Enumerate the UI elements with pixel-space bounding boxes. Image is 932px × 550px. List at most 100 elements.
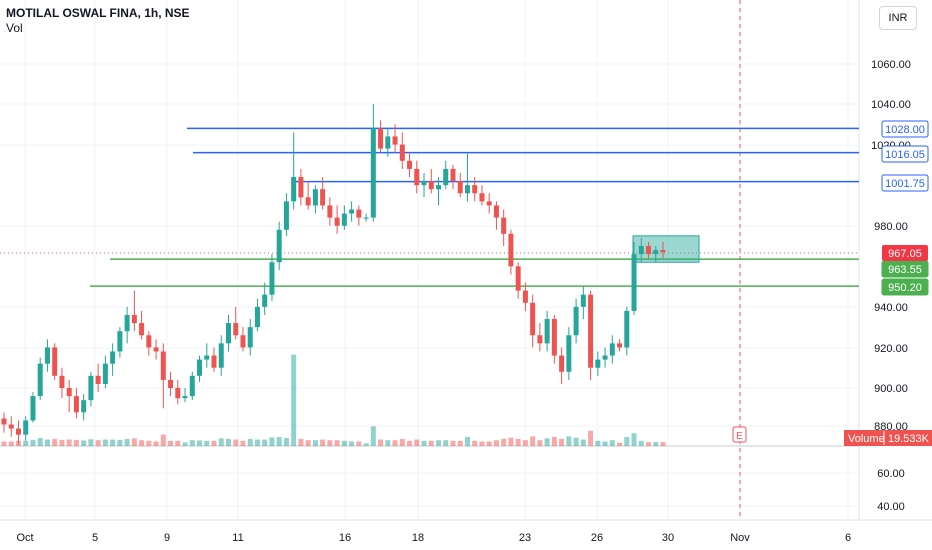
symbol-title[interactable]: MOTILAL OSWAL FINA, 1h, NSE: [6, 6, 190, 20]
volume-bar: [385, 440, 391, 446]
volume-bar: [204, 440, 210, 446]
candle-body: [298, 177, 304, 198]
candle-body: [617, 343, 623, 348]
candle-body: [457, 181, 463, 194]
time-axis-tick: 11: [232, 532, 243, 544]
price-axis-labels: 1060.001040.001020.00980.00940.00920.009…: [871, 59, 911, 513]
candle-body: [59, 375, 65, 388]
candle-body: [508, 233, 514, 267]
time-axis-tick: Nov: [730, 532, 750, 544]
volume-tag-name: Volume: [848, 433, 885, 445]
volume-bar: [168, 440, 174, 446]
volume-bar: [464, 437, 470, 446]
chart-legend: MOTILAL OSWAL FINA, 1h, NSE Vol: [6, 6, 190, 36]
time-axis-tick: 5: [92, 532, 98, 544]
candle-body: [15, 428, 21, 435]
price-tags: 1028.00 1016.05 1001.75 963.55 950.20 967.05: [881, 120, 929, 296]
candle-body: [551, 319, 557, 356]
volume-bar: [182, 442, 188, 446]
volume-bar: [52, 438, 58, 446]
volume-bar: [573, 437, 579, 446]
grid-lines: [0, 0, 859, 520]
volume-bar: [211, 440, 217, 446]
candle-body: [88, 375, 94, 401]
volume-bars: [1, 354, 666, 446]
candle-body: [421, 181, 427, 186]
candle-body: [269, 262, 275, 295]
level-price-tag-label: 1001.75: [885, 178, 925, 190]
volume-bar: [81, 440, 87, 446]
volume-bar: [327, 440, 333, 446]
volume-bar: [515, 438, 521, 446]
volume-bar: [457, 440, 463, 446]
volume-bar: [262, 439, 268, 446]
level-price-tag: [881, 174, 929, 192]
level-price-tag-label: 963.55: [888, 264, 922, 276]
candle-body: [522, 290, 528, 303]
time-axis-tick: 18: [412, 532, 424, 544]
volume-bar: [363, 443, 369, 446]
volume-bar: [44, 439, 50, 446]
volume-bar: [537, 440, 543, 446]
volume-bar: [356, 441, 362, 446]
volume-bar: [617, 442, 623, 446]
level-price-tag: [881, 278, 929, 296]
candle-body: [602, 355, 608, 360]
level-price-tag-label: 1028.00: [885, 124, 925, 136]
volume-bar: [30, 439, 36, 446]
volume-indicator-label[interactable]: Vol: [6, 21, 23, 35]
consolidation-zone[interactable]: [632, 235, 700, 263]
candle-body: [23, 420, 29, 435]
candle-body: [407, 160, 413, 169]
candle-body: [363, 217, 369, 219]
volume-bar: [421, 440, 427, 446]
volume-bar: [638, 440, 644, 446]
candle-body: [233, 323, 239, 336]
time-axis-tick: 9: [164, 532, 170, 544]
volume-bar: [580, 439, 586, 446]
horizontal-levels[interactable]: [90, 127, 859, 287]
candle-body: [501, 217, 507, 234]
volume-bar: [530, 436, 536, 446]
level-price-tag: [881, 120, 929, 138]
volume-bar: [320, 439, 326, 446]
candle-body: [638, 246, 644, 255]
volume-bar: [436, 440, 442, 446]
candle-body: [334, 217, 340, 226]
level-price-tag-label: 1016.05: [885, 149, 925, 161]
volume-bar: [269, 437, 275, 446]
candle-body: [211, 355, 217, 368]
candle-body: [515, 266, 521, 291]
candle-body: [73, 396, 79, 413]
volume-bar: [160, 434, 166, 446]
volume-bar: [291, 354, 297, 446]
volume-bar: [341, 440, 347, 446]
candle-body: [240, 335, 246, 348]
volume-bar: [131, 438, 137, 446]
volume-bar: [588, 430, 594, 446]
volume-bar: [479, 441, 485, 446]
candle-body: [95, 375, 101, 384]
volume-bar: [1, 441, 7, 446]
volume-bar: [283, 437, 289, 446]
candle-body: [225, 323, 231, 344]
time-axis-labels: Oct 5 9 11 16 18 23 26 30 Nov 6: [16, 532, 851, 544]
candle-body: [341, 213, 347, 226]
volume-bar: [117, 439, 123, 446]
candle-body: [30, 396, 36, 421]
candle-body: [624, 310, 630, 348]
volume-bar: [392, 440, 398, 446]
volume-bar: [240, 440, 246, 446]
candle-body: [168, 379, 174, 388]
candle-body: [1, 418, 7, 425]
volume-bar: [493, 440, 499, 446]
currency-badge[interactable]: INR: [879, 6, 917, 30]
candle-body: [609, 343, 615, 356]
earnings-marker[interactable]: E: [732, 426, 747, 443]
candle-body: [450, 168, 456, 182]
candle-body: [327, 205, 333, 218]
candle-body: [139, 323, 145, 336]
candle-body: [631, 254, 637, 311]
candle-body: [305, 197, 311, 206]
